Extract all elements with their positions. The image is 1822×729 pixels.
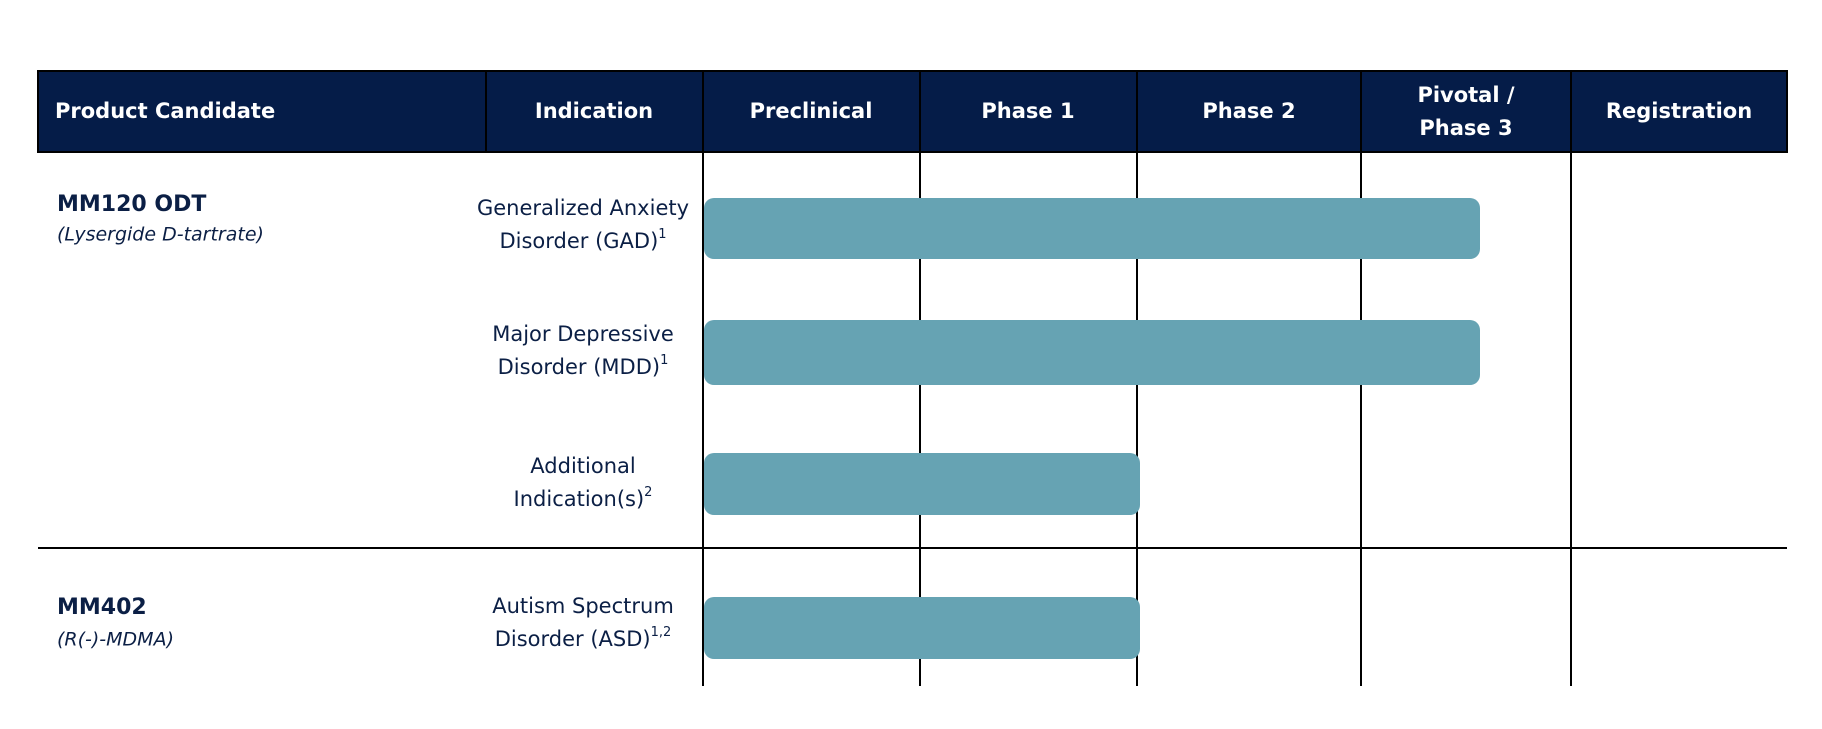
product-compound: (Lysergide D-tartrate) <box>57 224 264 246</box>
product-name: MM402 <box>57 595 147 620</box>
indication: Disorder (ASD)1,2 <box>495 625 672 652</box>
header-cell: Registration <box>1606 99 1752 123</box>
indication-line: Disorder (GAD) <box>499 229 658 253</box>
header-cell: Phase 1 <box>981 99 1074 123</box>
header-band <box>37 70 1788 153</box>
indication: Disorder (MDD)1 <box>498 353 669 380</box>
footnote-mark: 1 <box>660 353 668 368</box>
indication-line: Disorder (ASD) <box>495 627 651 651</box>
indication-line: Indication(s) <box>514 487 645 511</box>
indication: Additional <box>530 454 635 478</box>
header-cell: Phase 2 <box>1202 99 1295 123</box>
footnote-mark: 1 <box>658 227 666 242</box>
indication-line: Disorder (MDD) <box>498 355 660 379</box>
indication: Generalized Anxiety <box>477 196 689 220</box>
progress-bar <box>704 453 1140 515</box>
progress-bar <box>704 198 1480 259</box>
progress-bar <box>704 320 1480 385</box>
product-compound: (R(-)-MDMA) <box>57 629 174 651</box>
header-cell: Preclinical <box>750 99 873 123</box>
product-name: MM120 ODT <box>57 192 206 217</box>
indication: Major Depressive <box>492 322 674 346</box>
header-cell: Pivotal / <box>1417 83 1514 107</box>
indication: Autism Spectrum <box>492 594 674 618</box>
indication: Indication(s)2 <box>514 485 653 512</box>
header-cell: Indication <box>535 99 653 123</box>
footnote-mark: 2 <box>644 485 652 500</box>
footnote-mark: 1,2 <box>651 625 672 640</box>
header-cell: Product Candidate <box>55 99 275 123</box>
progress-bar <box>704 597 1140 659</box>
indication: Disorder (GAD)1 <box>499 227 666 254</box>
header-cell: Phase 3 <box>1419 116 1512 140</box>
